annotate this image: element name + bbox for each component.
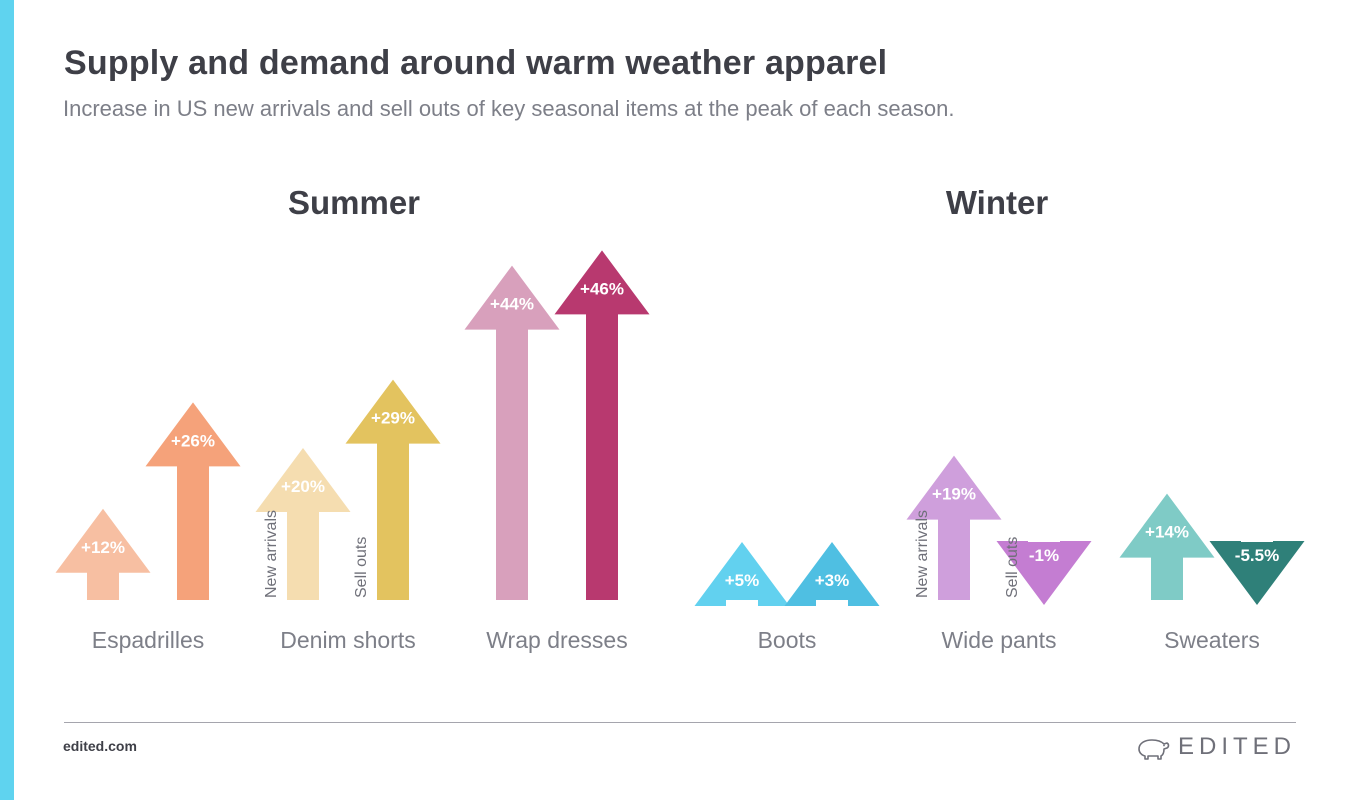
data-label-espadrilles-sell-outs: +26% bbox=[171, 431, 215, 450]
series-label-denim-shorts-sell-outs: Sell outs bbox=[353, 537, 370, 598]
series-label-wide-pants-sell-outs: Sell outs bbox=[1004, 537, 1021, 598]
footer-divider bbox=[64, 722, 1296, 723]
arrow-boots-new-arrivals bbox=[694, 542, 790, 606]
category-label-boots: Boots bbox=[758, 627, 817, 653]
arrow-espadrilles-new-arrivals bbox=[55, 508, 151, 600]
data-label-sweaters-sell-outs: -5.5% bbox=[1235, 546, 1279, 565]
brand-name: EDITED bbox=[1177, 733, 1296, 760]
data-label-boots-new-arrivals: +5% bbox=[725, 571, 760, 590]
arrow-boots-sell-outs bbox=[784, 542, 880, 606]
data-label-espadrilles-new-arrivals: +12% bbox=[81, 538, 125, 557]
accent-edge-bar bbox=[0, 0, 14, 800]
arrow-wrap-dresses-sell-outs bbox=[554, 250, 650, 600]
arrow-espadrilles-sell-outs bbox=[145, 402, 241, 600]
series-label-wide-pants-new-arrivals: New arrivals bbox=[914, 510, 931, 598]
season-heading-winter: Winter bbox=[945, 184, 1049, 221]
arrow-denim-shorts-sell-outs bbox=[345, 379, 441, 600]
category-label-denim-shorts: Denim shorts bbox=[280, 627, 415, 653]
arrow-wide-pants-sell-outs bbox=[996, 541, 1092, 605]
brand-logo: EDITED bbox=[1136, 733, 1296, 761]
chart-subtitle: Increase in US new arrivals and sell out… bbox=[63, 96, 955, 121]
data-label-wrap-dresses-new-arrivals: +44% bbox=[490, 295, 534, 314]
category-label-espadrilles: Espadrilles bbox=[92, 627, 205, 653]
arrow-denim-shorts-new-arrivals bbox=[255, 448, 351, 600]
data-label-wrap-dresses-sell-outs: +46% bbox=[580, 279, 624, 298]
category-label-wide-pants: Wide pants bbox=[941, 627, 1056, 653]
category-label-sweaters: Sweaters bbox=[1164, 627, 1260, 653]
data-label-denim-shorts-sell-outs: +29% bbox=[371, 409, 415, 428]
footer-url[interactable]: edited.com bbox=[63, 738, 137, 754]
season-heading-summer: Summer bbox=[287, 184, 421, 221]
data-label-wide-pants-new-arrivals: +19% bbox=[932, 485, 976, 504]
arrow-sweaters-sell-outs bbox=[1209, 541, 1305, 605]
category-label-wrap-dresses: Wrap dresses bbox=[486, 627, 627, 653]
data-label-sweaters-new-arrivals: +14% bbox=[1145, 523, 1189, 542]
polar-bear-icon bbox=[1138, 739, 1170, 760]
series-label-denim-shorts-new-arrivals: New arrivals bbox=[263, 510, 280, 598]
chart-title: Supply and demand around warm weather ap… bbox=[64, 44, 888, 82]
data-label-denim-shorts-new-arrivals: +20% bbox=[281, 477, 325, 496]
data-label-boots-sell-outs: +3% bbox=[815, 571, 850, 590]
arrow-wrap-dresses-new-arrivals bbox=[464, 265, 560, 600]
data-label-wide-pants-sell-outs: -1% bbox=[1029, 546, 1059, 565]
arrow-wide-pants-new-arrivals bbox=[906, 455, 1002, 600]
arrow-sweaters-new-arrivals bbox=[1119, 493, 1215, 600]
